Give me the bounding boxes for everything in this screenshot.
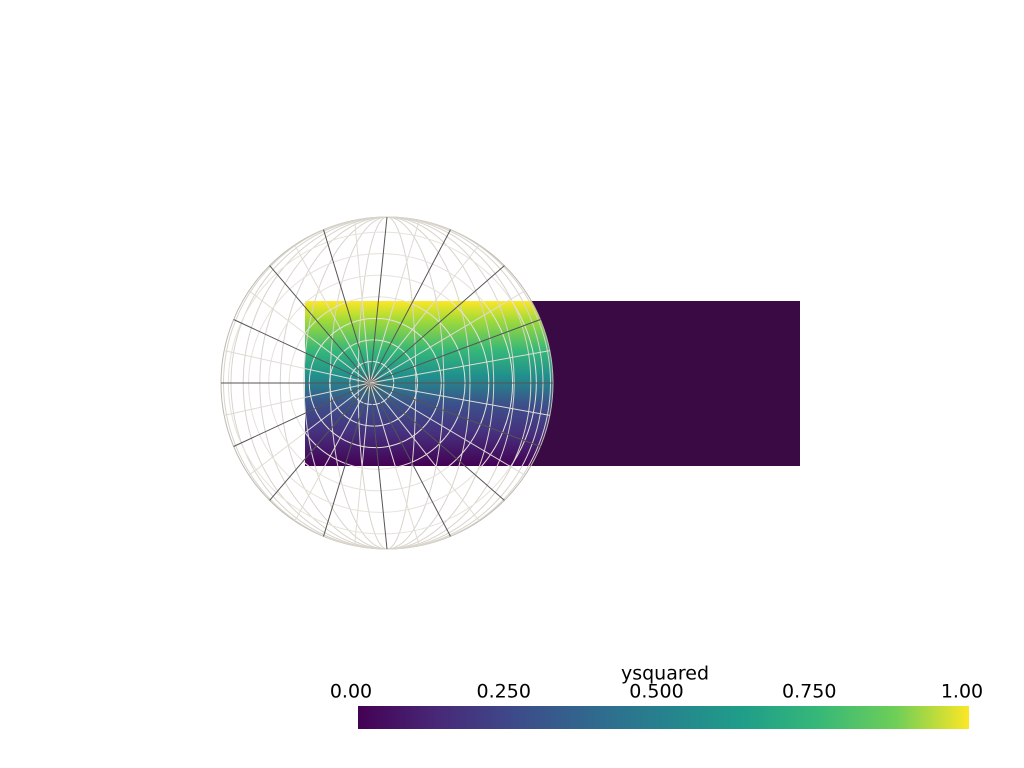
radial-line <box>369 382 388 550</box>
radial-line <box>369 229 451 384</box>
radial-line <box>369 265 505 384</box>
radial-line <box>369 382 451 537</box>
radial-line <box>294 382 371 522</box>
radial-line <box>269 382 371 501</box>
radial-line <box>269 265 371 384</box>
radial-line <box>233 382 371 447</box>
colorbar-tick-label: 0.250 <box>477 681 531 703</box>
radial-line <box>369 382 505 501</box>
radial-line <box>323 229 371 384</box>
sphere-wireframe <box>220 216 554 550</box>
radial-line <box>224 350 371 384</box>
radial-line <box>369 290 526 384</box>
colorbar-ticks: 0.00 0.250 0.500 0.750 1.00 <box>330 681 983 703</box>
colorbar-title: ysquared <box>621 663 709 685</box>
radial-line <box>369 382 480 522</box>
radial-line <box>369 382 541 447</box>
radial-line <box>369 382 550 416</box>
colorbar <box>358 706 969 729</box>
radial-line <box>369 382 526 476</box>
radial-line <box>369 220 420 384</box>
radial-line <box>354 220 371 384</box>
radial-line <box>323 382 371 537</box>
radial-line <box>354 382 371 546</box>
colorbar-tick-label: 0.750 <box>782 681 836 703</box>
radial-line <box>369 350 550 384</box>
colorbar-tick-label: 0.500 <box>629 681 683 703</box>
radial-line <box>248 290 371 384</box>
radial-line <box>369 244 480 384</box>
radial-line <box>294 244 371 384</box>
radial-line <box>224 382 371 416</box>
radial-line <box>369 216 388 384</box>
colorbar-tick-label: 0.00 <box>330 681 372 703</box>
radial-line <box>369 382 420 546</box>
radial-line <box>233 319 371 384</box>
radial-line <box>369 319 541 384</box>
colorbar-tick-label: 1.00 <box>941 681 983 703</box>
radial-line <box>248 382 371 476</box>
